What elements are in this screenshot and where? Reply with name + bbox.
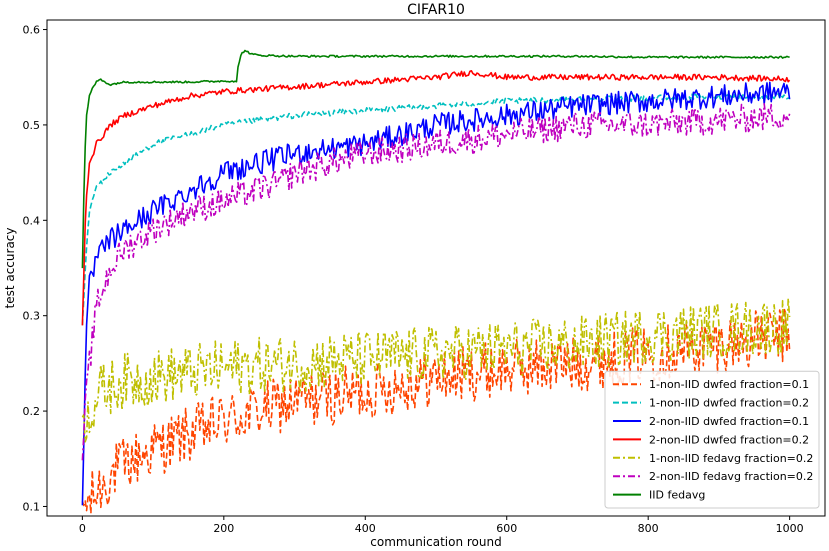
y-tick-label: 0.6 bbox=[23, 24, 41, 37]
plot-area bbox=[46, 19, 826, 517]
chart-title: CIFAR10 bbox=[407, 2, 465, 18]
x-tick-label: 0 bbox=[79, 522, 86, 535]
legend-label: 2-non-IID fedavg fraction=0.2 bbox=[649, 470, 813, 483]
legend-label: 1-non-IID dwfed fraction=0.2 bbox=[649, 397, 809, 410]
series-line-4 bbox=[81, 70, 791, 326]
series-group bbox=[81, 49, 791, 515]
x-axis-label: communication round bbox=[370, 535, 501, 549]
legend-label: 2-non-IID dwfed fraction=0.1 bbox=[649, 415, 809, 428]
y-axis-ticks: 0.1 0.2 0.3 0.4 0.5 0.6 bbox=[23, 24, 47, 513]
y-tick-label: 0.5 bbox=[23, 119, 41, 132]
legend-box bbox=[604, 370, 820, 509]
x-tick-label: 600 bbox=[496, 522, 517, 535]
y-tick-label: 0.4 bbox=[23, 214, 41, 227]
plot-frame bbox=[46, 19, 826, 517]
legend-label: IID fedavg bbox=[649, 489, 705, 502]
series-line-3 bbox=[81, 81, 791, 506]
series-line-5 bbox=[81, 297, 791, 443]
x-tick-label: 800 bbox=[638, 522, 659, 535]
legend: 1-non-IID dwfed fraction=0.1 1-non-IID dw… bbox=[604, 370, 820, 509]
x-tick-label: 400 bbox=[355, 522, 376, 535]
legend-label: 1-non-IID fedavg fraction=0.2 bbox=[649, 452, 813, 465]
y-tick-label: 0.3 bbox=[23, 310, 41, 323]
series-line-2 bbox=[81, 93, 790, 326]
x-tick-label: 1000 bbox=[776, 522, 804, 535]
y-tick-label: 0.2 bbox=[23, 405, 41, 418]
y-tick-label: 0.1 bbox=[23, 500, 41, 513]
y-axis-label: test accuracy bbox=[3, 228, 17, 309]
legend-label: 2-non-IID dwfed fraction=0.2 bbox=[649, 433, 809, 446]
series-line-7 bbox=[81, 49, 790, 269]
x-axis-ticks: 0 200 400 600 800 1000 bbox=[79, 516, 804, 535]
series-line-6 bbox=[81, 102, 791, 461]
legend-label: 1-non-IID dwfed fraction=0.1 bbox=[649, 378, 809, 391]
x-tick-label: 200 bbox=[213, 522, 234, 535]
